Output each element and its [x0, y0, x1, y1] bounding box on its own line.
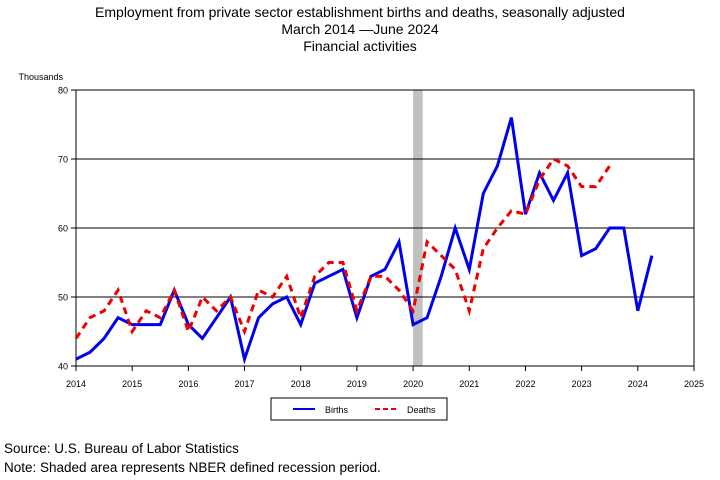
series-line-births: [75, 117, 654, 365]
x-tick-label: 2019: [347, 379, 367, 389]
recession-note: Note: Shaded area represents NBER define…: [4, 460, 381, 475]
x-tick-label: 2022: [515, 379, 535, 389]
x-tick-label: 2014: [66, 379, 86, 389]
y-tick-label: 40: [58, 362, 68, 372]
x-tick-label: 2018: [291, 379, 311, 389]
y-tick-label: 50: [58, 293, 68, 303]
y-axis-label: Thousands: [18, 72, 63, 82]
x-tick-label: 2021: [459, 379, 479, 389]
legend-box: [270, 397, 448, 421]
source-note: Source: U.S. Bureau of Labor Statistics: [4, 441, 239, 456]
y-tick-label: 70: [58, 155, 68, 165]
x-tick-label: 2025: [684, 379, 704, 389]
y-tick-label: 60: [58, 224, 68, 234]
chart-title: Employment from private sector establish…: [0, 4, 720, 55]
legend-label-births: Births: [325, 405, 349, 415]
x-tick-label: 2017: [235, 379, 255, 389]
y-tick-label: 80: [58, 86, 68, 96]
x-tick-label: 2020: [403, 379, 423, 389]
title-line-main: Employment from private sector establish…: [95, 4, 625, 20]
title-line-industry: Financial activities: [303, 38, 417, 54]
title-line-period: March 2014 —June 2024: [281, 21, 439, 37]
x-tick-label: 2024: [628, 379, 648, 389]
legend-label-deaths: Deaths: [407, 405, 436, 415]
series-line-deaths: [74, 157, 611, 340]
x-tick-label: 2023: [572, 379, 592, 389]
x-tick-label: 2015: [122, 379, 142, 389]
x-tick-label: 2016: [178, 379, 198, 389]
